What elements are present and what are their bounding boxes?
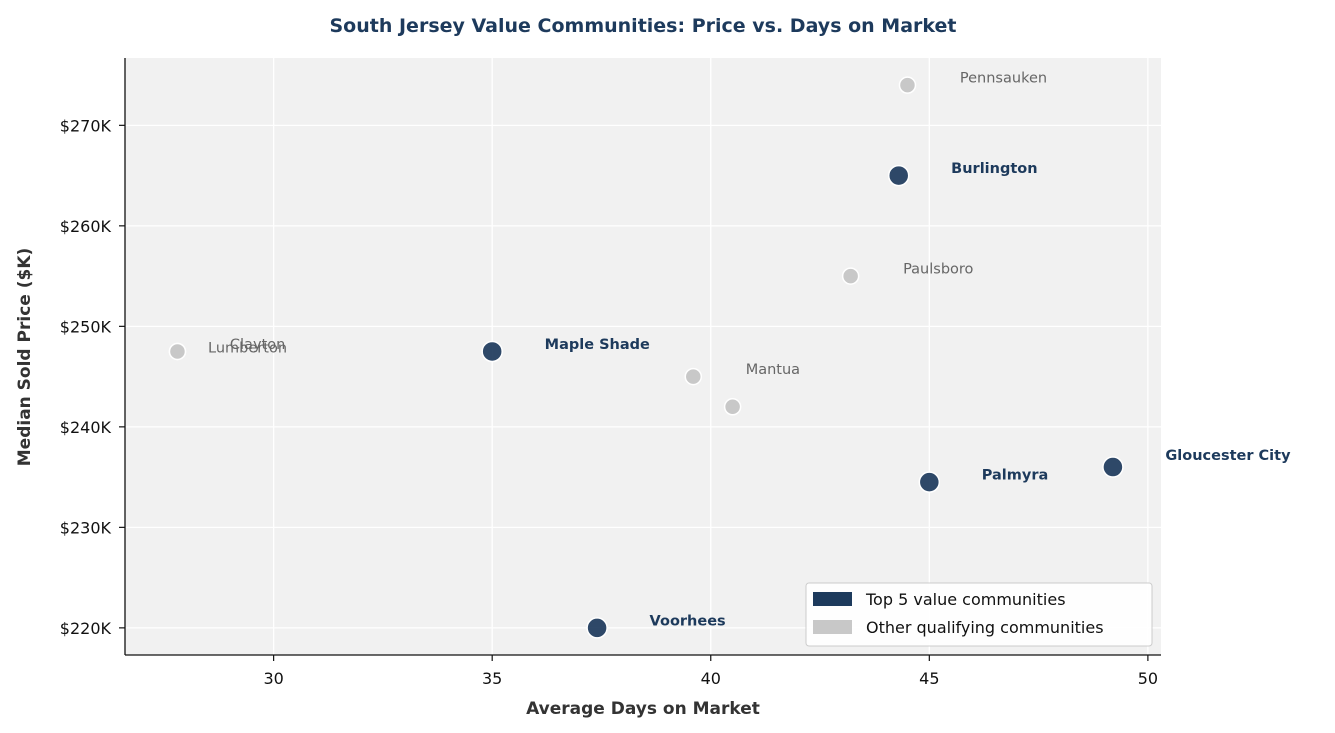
legend-label-top: Top 5 value communities [865,590,1066,609]
legend-box [805,582,1153,647]
legend-swatch-other [813,620,852,634]
legend: Top 5 value communities Other qualifying… [805,582,1153,647]
point-lumberton [168,342,187,361]
point-labels: Pennsauken Burlington Paulsboro ClaytonLumb… [208,71,1291,630]
point-label-burlington: Burlington [951,161,1037,177]
point-gloucester-city [1102,456,1124,478]
point-burlington [887,164,910,187]
y-tick-label: $220K [60,619,112,638]
point-label-mantua: Mantua [746,362,800,378]
point-paulsboro [841,267,860,285]
point-label-gloucester-city: Gloucester City [1165,448,1291,464]
point-mantua [684,367,703,386]
point-pennsauken [898,76,917,94]
x-tick-label: 30 [263,669,283,688]
legend-label-other: Other qualifying communities [866,618,1104,637]
data-points [168,76,1124,639]
x-axis-label: Average Days on Market [526,699,760,719]
grid-lines [125,58,1161,655]
tick-labels: 30 35 40 45 50 $220K $230K $240K $250K $260K $270K [60,116,1158,688]
x-tick-label: 40 [701,669,721,688]
point-label-paulsboro: Paulsboro [903,262,973,278]
y-tick-label: $240K [60,418,112,437]
x-tick-label: 35 [482,669,502,688]
point-voorhees [586,617,608,639]
y-tick-label: $270K [60,116,112,135]
point-label-clayton: Clayton [230,337,285,353]
point-palmyra [918,471,941,493]
point-unlabeled [723,398,742,416]
point-maple-shade [481,340,503,363]
x-tick-label: 45 [919,669,939,688]
y-tick-label: $230K [60,518,112,537]
axes [119,58,1161,661]
legend-swatch-top [813,592,852,606]
y-tick-label: $250K [60,317,112,336]
y-axis-label: Median Sold Price ($K) [15,248,35,467]
point-label-maple-shade: Maple Shade [545,337,650,353]
plot-area [125,58,1161,655]
y-tick-label: $260K [60,217,112,236]
x-tick-label: 50 [1138,669,1158,688]
point-label-pennsauken: Pennsauken [960,71,1047,87]
point-label-lumberton: Lumberton [208,340,287,356]
point-label-palmyra: Palmyra [982,468,1049,484]
point-label-voorhees: Voorhees [650,613,726,629]
chart-title: South Jersey Value Communities: Price vs… [330,15,957,37]
